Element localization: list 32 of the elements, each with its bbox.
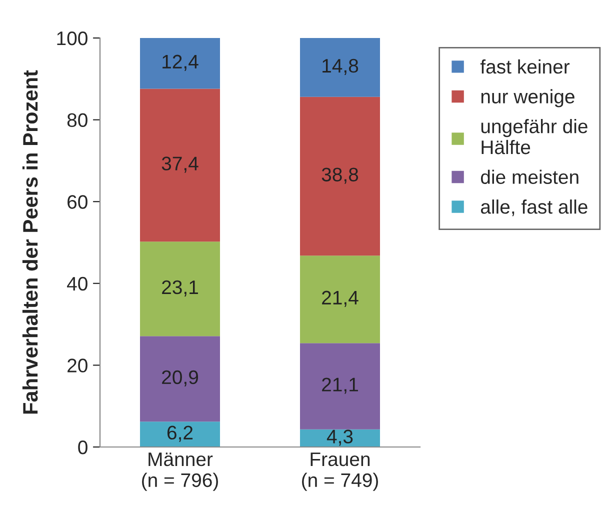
data-label: 20,9 [162, 370, 198, 386]
bar [300, 96, 380, 256]
data-label: 38,8 [322, 168, 358, 184]
legend-label: ungefähr die Hälfte [481, 118, 588, 154]
data-label: 4,3 [326, 430, 353, 446]
y-tick-label: 40 [67, 276, 88, 291]
legend-label: nur wenige [481, 89, 574, 108]
y-tick-label: 100 [57, 31, 88, 46]
data-label: 23,1 [162, 280, 198, 296]
data-label: 14,8 [322, 58, 358, 75]
legend-label: alle, fast alle [480, 200, 588, 216]
y-tick-label: 80 [67, 113, 88, 128]
y-axis-title: Fahrverhalten der Peers in Prozent [22, 70, 38, 414]
bar [140, 242, 220, 336]
x-tick-label: Frauen (n = 749) [302, 452, 378, 491]
data-label: 21,4 [322, 290, 358, 307]
y-tick-label: 60 [68, 195, 88, 209]
data-label: 21,1 [322, 378, 358, 394]
y-tick-label: 20 [68, 358, 88, 372]
data-label: 6,2 [167, 426, 193, 442]
data-label: 37,4 [162, 156, 198, 173]
y-tick-label: 0 [78, 440, 88, 454]
legend-label: die meisten [480, 170, 578, 184]
data-label: 12,4 [162, 54, 198, 71]
bar [300, 256, 380, 344]
legend-label: fast keiner [480, 59, 570, 74]
bar [300, 343, 380, 430]
x-tick-label: Männer (n = 796) [142, 452, 218, 491]
bar [140, 38, 220, 89]
bar [140, 422, 220, 447]
bar [140, 88, 220, 242]
bar [140, 336, 220, 422]
